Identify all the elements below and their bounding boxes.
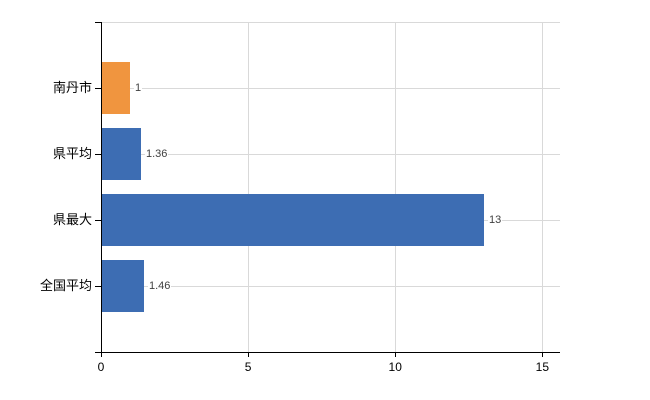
x-gridline — [395, 22, 397, 352]
x-axis-tick — [101, 352, 102, 357]
value-label: 1 — [134, 81, 143, 95]
value-label: 13 — [488, 213, 503, 227]
category-label: 県平均 — [52, 146, 92, 161]
x-tick-label: 15 — [535, 360, 550, 374]
bar-全国平均 — [101, 260, 144, 312]
category-label: 全国平均 — [39, 278, 92, 293]
x-tick-label: 5 — [244, 360, 252, 374]
x-axis-tick — [395, 352, 397, 357]
category-gridline — [101, 286, 560, 287]
bar-南丹市 — [101, 62, 130, 114]
y-axis-tick — [95, 286, 101, 287]
x-axis-line — [95, 352, 560, 353]
x-axis-tick — [248, 352, 250, 357]
x-gridline — [542, 22, 544, 352]
x-axis-tick — [542, 352, 544, 357]
y-axis-tick — [95, 22, 101, 23]
category-gridline — [101, 154, 560, 155]
bar-県平均 — [101, 128, 141, 180]
bar-県最大 — [101, 194, 484, 246]
category-label: 県最大 — [52, 212, 92, 227]
x-tick-label: 10 — [388, 360, 402, 374]
y-axis-line — [101, 22, 102, 352]
x-gridline — [248, 22, 250, 352]
plot-area: 1 1.36 13 1.46 — [101, 22, 560, 352]
y-axis-tick — [95, 88, 101, 89]
category-gridline — [101, 88, 560, 89]
x-tick-label: 0 — [97, 360, 105, 374]
y-axis-tick — [95, 154, 101, 155]
category-label: 南丹市 — [52, 80, 92, 95]
value-label: 1.46 — [148, 279, 172, 293]
plot-top-border — [101, 22, 560, 23]
value-label: 1.36 — [145, 147, 169, 161]
y-axis-tick — [95, 220, 101, 221]
